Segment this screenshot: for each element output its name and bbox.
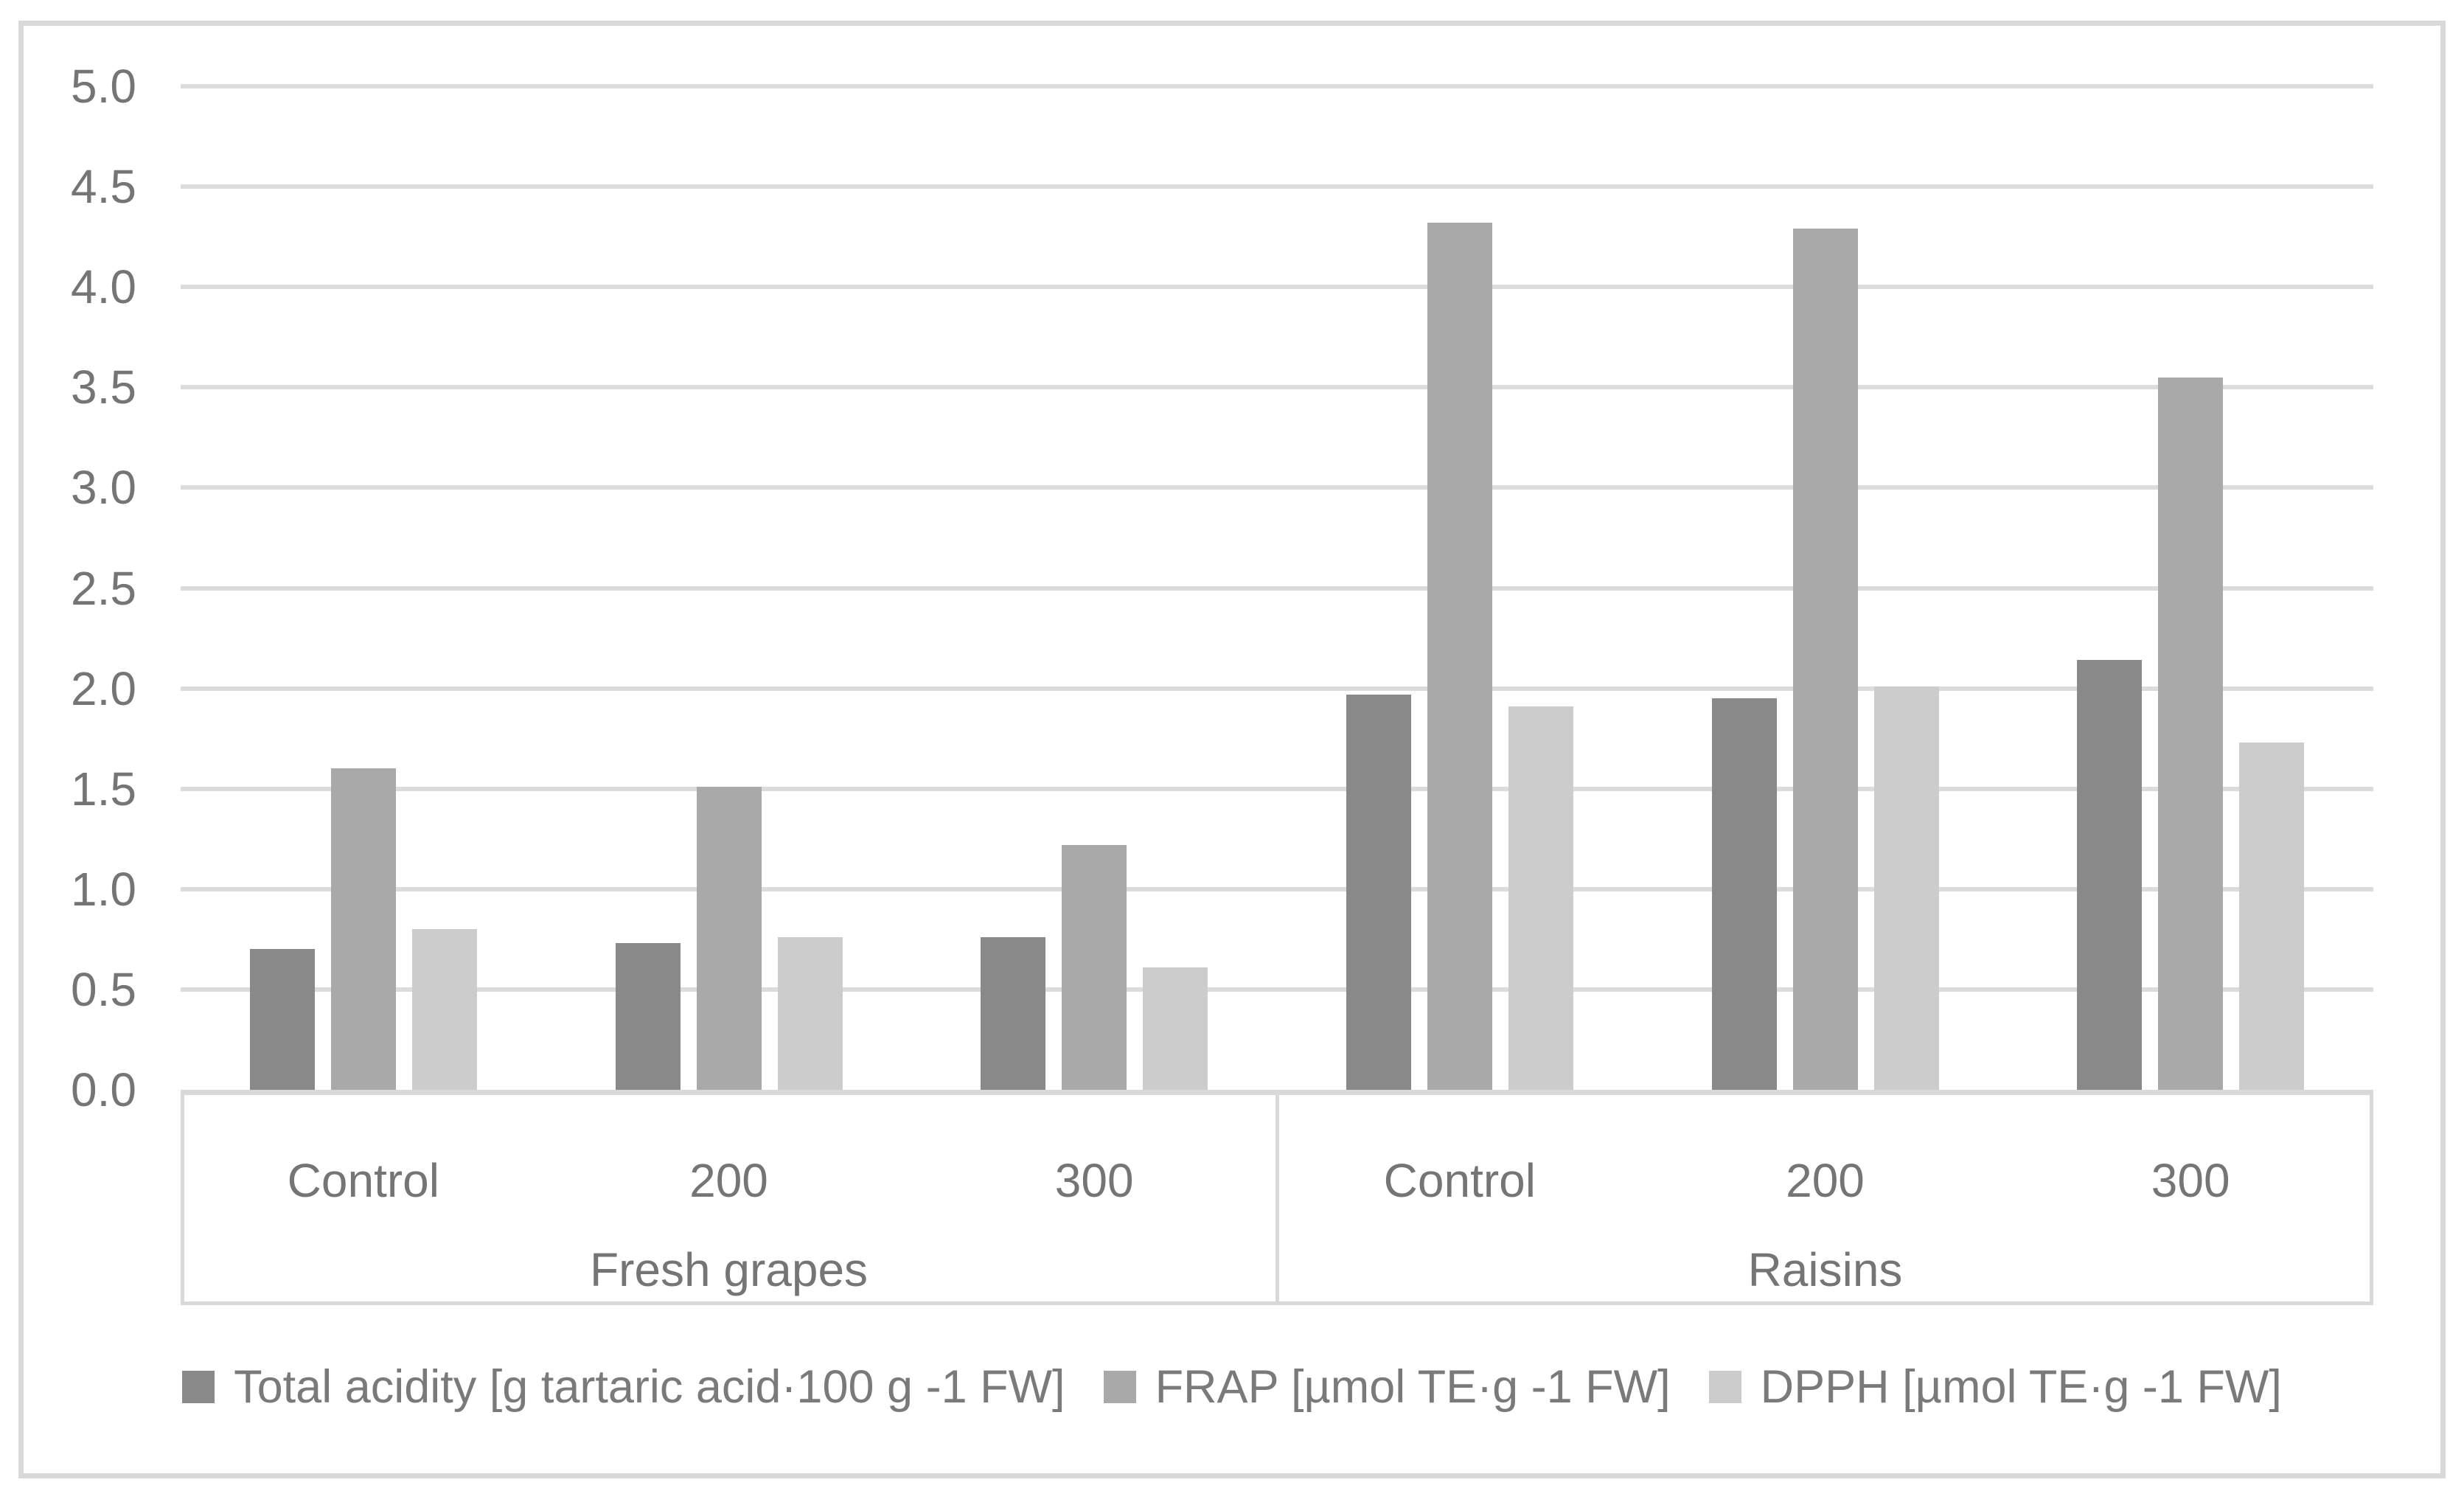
axis-table-right-border: [2370, 1090, 2373, 1305]
y-axis-tick-label: 0.5: [71, 962, 136, 1016]
bar-total-acidity: [249, 949, 315, 1090]
axis-table-left-border: [181, 1090, 184, 1305]
bar-dpph: [1873, 686, 1939, 1090]
bar-frap: [2158, 377, 2224, 1090]
bar-total-acidity: [615, 943, 681, 1090]
legend-swatch-icon: [1103, 1371, 1136, 1403]
y-axis-tick-label: 0.0: [71, 1063, 136, 1116]
y-axis-tick-label: 4.5: [71, 160, 136, 214]
legend: Total acidity [g tartaric acid·100 g -1 …: [0, 1360, 2464, 1414]
axis-group-divider: [1275, 1090, 1279, 1305]
y-axis-tick-label: 2.0: [71, 661, 136, 715]
legend-item: FRAP [µmol TE·g -1 FW]: [1103, 1360, 1671, 1414]
bar-dpph: [1508, 706, 1573, 1090]
y-axis-tick-label: 1.0: [71, 862, 136, 916]
gridline: [181, 184, 2373, 190]
x-axis-category-label: 300: [2151, 1154, 2230, 1207]
bar-dpph: [777, 937, 843, 1090]
y-axis-tick-label: 3.0: [71, 461, 136, 515]
legend-label: DPPH [µmol TE·g -1 FW]: [1760, 1361, 2282, 1413]
legend-item: DPPH [µmol TE·g -1 FW]: [1708, 1360, 2282, 1414]
gridline: [181, 485, 2373, 490]
gridline: [181, 585, 2373, 591]
x-axis-category-label: Control: [1383, 1154, 1536, 1207]
legend-swatch-icon: [1708, 1371, 1741, 1403]
gridline: [181, 686, 2373, 691]
bar-dpph: [2239, 743, 2305, 1090]
gridline: [181, 987, 2373, 992]
legend-label: FRAP [µmol TE·g -1 FW]: [1155, 1361, 1671, 1413]
gridline: [181, 285, 2373, 290]
x-axis-group-label: Fresh grapes: [589, 1243, 869, 1296]
bar-frap: [696, 786, 762, 1090]
gridline: [181, 84, 2373, 88]
legend-item: Total acidity [g tartaric acid·100 g -1 …: [182, 1360, 1065, 1414]
bar-total-acidity: [1346, 694, 1411, 1090]
y-axis-tick-label: 5.0: [71, 60, 136, 113]
x-axis-group-label: Raisins: [1747, 1243, 1903, 1296]
y-axis-tick-label: 2.5: [71, 561, 136, 615]
gridline: [181, 786, 2373, 791]
bar-total-acidity: [2077, 660, 2143, 1090]
chart-frame-border: [18, 21, 2446, 1478]
legend-label: Total acidity [g tartaric acid·100 g -1 …: [234, 1361, 1065, 1413]
y-axis-tick-label: 1.5: [71, 762, 136, 816]
x-axis-category-label: 200: [689, 1154, 768, 1207]
bar-dpph: [1143, 967, 1208, 1090]
x-axis-category-label: 200: [1786, 1154, 1865, 1207]
bar-frap: [1792, 229, 1858, 1090]
gridline: [181, 886, 2373, 891]
x-axis-category-label: 300: [1054, 1154, 1134, 1207]
bar-frap: [330, 768, 396, 1090]
x-axis-category-label: Control: [287, 1154, 439, 1207]
legend-swatch-icon: [182, 1371, 215, 1403]
bar-total-acidity: [981, 937, 1046, 1090]
bar-frap: [1062, 844, 1127, 1090]
bar-frap: [1427, 223, 1492, 1090]
bar-total-acidity: [1711, 698, 1777, 1090]
y-axis-tick-label: 3.5: [71, 361, 136, 414]
y-axis-tick-label: 4.0: [71, 260, 136, 314]
bar-dpph: [411, 929, 477, 1090]
gridline: [181, 385, 2373, 390]
